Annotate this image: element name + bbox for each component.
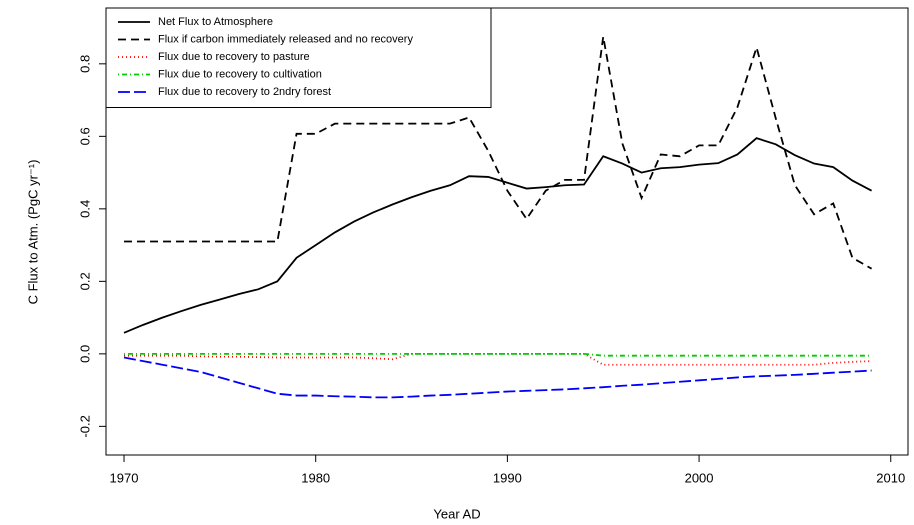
y-tick-label: 0.6: [77, 127, 92, 145]
legend: Net Flux to Atmosphere Flux if carbon imm…: [105, 7, 492, 108]
series-line: [123, 137, 873, 334]
x-tick-label: 2010: [876, 470, 905, 485]
legend-box: [105, 7, 492, 108]
series-line: [123, 356, 872, 399]
series-line: [124, 352, 872, 366]
legend-label: Net Flux to Atmosphere: [158, 16, 273, 28]
y-tick-label: 0.4: [77, 200, 92, 218]
x-tick-label: 1990: [493, 470, 522, 485]
legend-label: Flux due to recovery to 2ndry forest: [158, 86, 331, 98]
y-axis-label: C Flux to Atm. (PgC yr⁻¹): [25, 160, 40, 305]
y-tick-label: -0.2: [77, 415, 92, 437]
legend-label: Flux if carbon immediately released and …: [158, 33, 413, 45]
series-line: [124, 36, 873, 270]
y-tick-label: 0.8: [77, 55, 92, 73]
x-tick-label: 1980: [301, 470, 330, 485]
x-tick-label: 2000: [685, 470, 714, 485]
y-tick-label: 0.0: [77, 345, 92, 363]
series-line: [124, 352, 872, 357]
x-tick-label: 1970: [110, 470, 139, 485]
y-tick-label: 0.2: [77, 272, 92, 290]
legend-label: Flux due to recovery to pasture: [158, 51, 310, 63]
x-axis-label: Year AD: [433, 506, 480, 521]
legend-label: Flux due to recovery to cultivation: [158, 68, 322, 80]
